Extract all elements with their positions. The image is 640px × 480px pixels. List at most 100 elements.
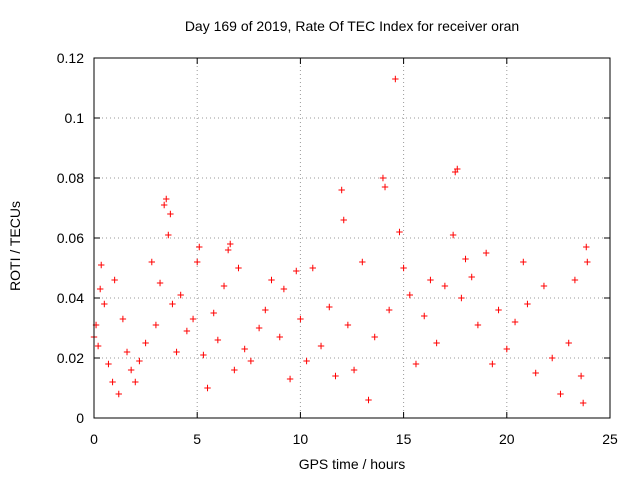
data-point [132,378,139,386]
data-point [392,75,399,83]
grid-lines [94,58,610,418]
data-point [189,315,197,323]
data-point [532,369,539,377]
data-point [549,354,556,362]
data-point [400,264,407,272]
y-tick-label: 0.06 [57,230,84,246]
data-point [340,216,347,224]
data-point [365,396,372,404]
data-point [540,282,548,290]
data-point [194,258,201,266]
data-point [196,243,203,251]
data-point [359,258,366,266]
data-point [167,210,174,218]
data-point [495,306,502,314]
data-point [152,321,160,329]
data-point [421,312,428,320]
data-point [255,324,263,332]
data-point [489,360,496,368]
data-point [385,306,393,314]
data-point [109,378,116,386]
data-point [101,300,108,308]
data-point [169,300,176,308]
data-point [511,318,519,326]
data-point [454,165,461,173]
data-point [309,264,316,272]
data-point [338,186,345,194]
data-point [115,390,122,398]
data-point [565,339,572,347]
data-point [427,276,434,284]
y-tick-label: 0 [76,410,84,426]
y-tick-label: 0.1 [65,110,85,126]
data-point [293,267,300,275]
data-point [200,351,207,359]
data-point [317,342,325,350]
data-point [163,195,170,203]
data-point [177,291,184,299]
data-point [286,375,294,383]
data-point [579,399,587,407]
x-axis-label: GPS time / hours [298,456,406,472]
data-point [123,348,131,356]
data-point [165,231,172,239]
data-point [524,300,531,308]
data-point [262,306,269,314]
data-point [280,285,288,293]
data-point [379,174,387,182]
data-point [231,366,238,374]
data-point [160,201,168,209]
data-point [119,315,127,323]
data-point [583,243,590,251]
data-point [482,249,490,257]
data-point [462,255,469,263]
x-tick-label: 15 [396,431,412,447]
data-point [220,282,228,290]
data-point [111,276,118,284]
data-point [105,360,112,368]
data-point [381,183,389,191]
data-point [303,357,310,365]
data-point [406,291,413,299]
data-point [326,303,333,311]
data-point [98,261,105,269]
y-tick-label: 0.12 [57,50,84,66]
data-point [503,345,510,353]
data-point [474,321,482,329]
y-tick-label: 0.08 [57,170,84,186]
data-point [268,276,275,284]
data-point [210,309,217,317]
data-point [458,294,465,302]
x-tick-label: 25 [602,431,618,447]
data-point [571,276,579,284]
data-point [235,264,242,272]
data-point [127,366,135,374]
data-point [183,327,191,335]
data-point [412,360,420,368]
data-point [136,357,143,365]
axis-ticks: 0 5 10 15 20 25 0 0.02 0.04 0.06 0.08 0.1 0.12 [57,50,618,447]
data-point [297,315,304,323]
data-point [441,282,449,290]
x-tick-label: 0 [90,431,98,447]
data-point [584,258,591,266]
data-point [468,273,475,281]
data-points [90,75,591,407]
data-point [520,258,527,266]
data-point [227,240,234,248]
data-point [148,258,155,266]
chart-title: Day 169 of 2019, Rate Of TEC Index for r… [184,18,520,34]
data-point [371,333,378,341]
data-point [156,279,164,287]
data-point [449,231,457,239]
data-point [96,285,104,293]
data-point [241,345,248,353]
data-point [276,333,283,341]
data-point [173,348,180,356]
data-point [350,366,358,374]
data-point [204,384,211,392]
data-point [433,339,440,347]
y-tick-label: 0.04 [57,290,84,306]
y-tick-label: 0.02 [57,350,84,366]
